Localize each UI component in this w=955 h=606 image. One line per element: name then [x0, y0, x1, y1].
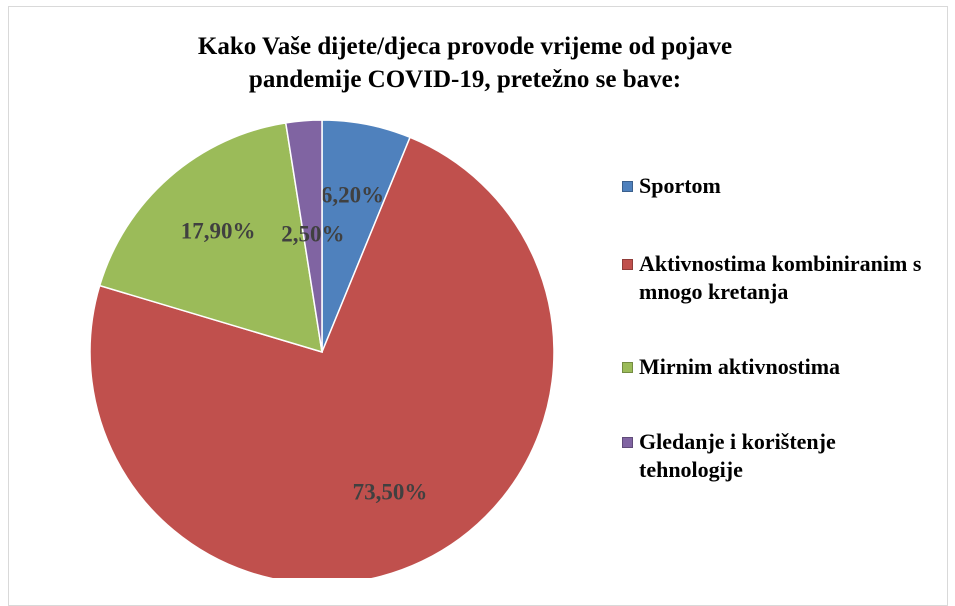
- legend-item: Gledanje i korištenje tehnologije: [622, 428, 942, 484]
- data-label: 6,20%: [321, 182, 384, 207]
- pie-slice: [284, 119, 323, 353]
- data-label: 17,90%: [181, 219, 256, 244]
- legend-item: Sportom: [622, 172, 942, 200]
- legend-swatch: [622, 362, 633, 373]
- pie-slice: [98, 121, 323, 354]
- legend-item: Mirnim aktivnostima: [622, 353, 942, 381]
- legend-swatch: [622, 181, 633, 192]
- pie-chart: 6,20% 73,50% 17,90% 2,50%: [89, 119, 555, 578]
- chart-title: Kako Vaše dijete/djeca provode vrijeme o…: [197, 33, 733, 93]
- page: {"chart_data": {"type": "pie", "title": …: [8, 6, 948, 606]
- data-label: 2,50%: [281, 222, 344, 247]
- legend-swatch: [622, 437, 633, 448]
- legend-label: Gledanje i korištenje tehnologije: [639, 429, 836, 482]
- legend-label: Aktivnostima kombiniranim s mnogo kretan…: [639, 251, 922, 304]
- pie-slice: [89, 136, 555, 578]
- legend-swatch: [622, 259, 633, 270]
- legend-item: Aktivnostima kombiniranim s mnogo kretan…: [622, 250, 942, 306]
- legend-label: Sportom: [639, 173, 721, 198]
- legend-label: Mirnim aktivnostima: [639, 354, 841, 379]
- data-label: 73,50%: [353, 480, 428, 505]
